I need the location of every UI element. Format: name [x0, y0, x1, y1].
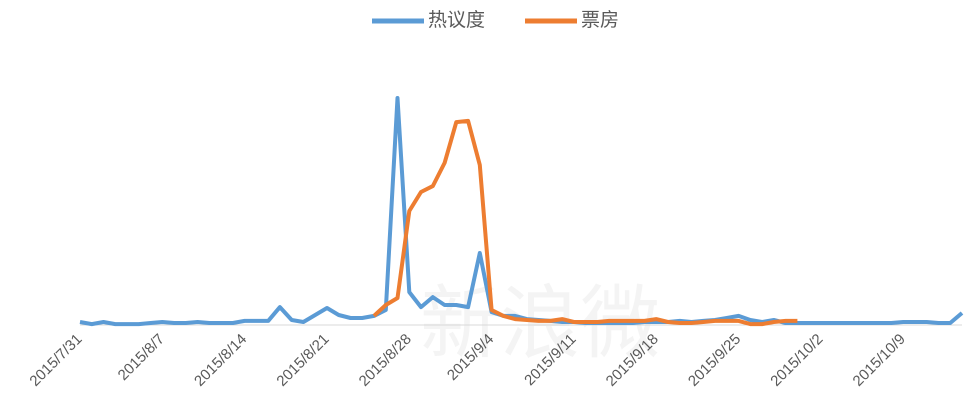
x-tick-label: 2015/8/7 [115, 331, 168, 384]
series-line [79, 96, 964, 327]
legend-label: 票房 [581, 9, 619, 31]
x-tick-label: 2015/7/31 [26, 331, 85, 390]
series-line [372, 118, 798, 327]
x-tick-label: 2015/10/2 [767, 331, 826, 390]
x-tick-label: 2015/8/21 [273, 331, 332, 390]
x-tick-label: 2015/10/9 [850, 331, 909, 390]
x-tick-label: 2015/8/14 [191, 331, 250, 390]
x-tick-label: 2015/9/25 [685, 331, 744, 390]
legend-label: 热议度 [428, 9, 485, 31]
x-tick-label: 2015/8/28 [356, 331, 415, 390]
